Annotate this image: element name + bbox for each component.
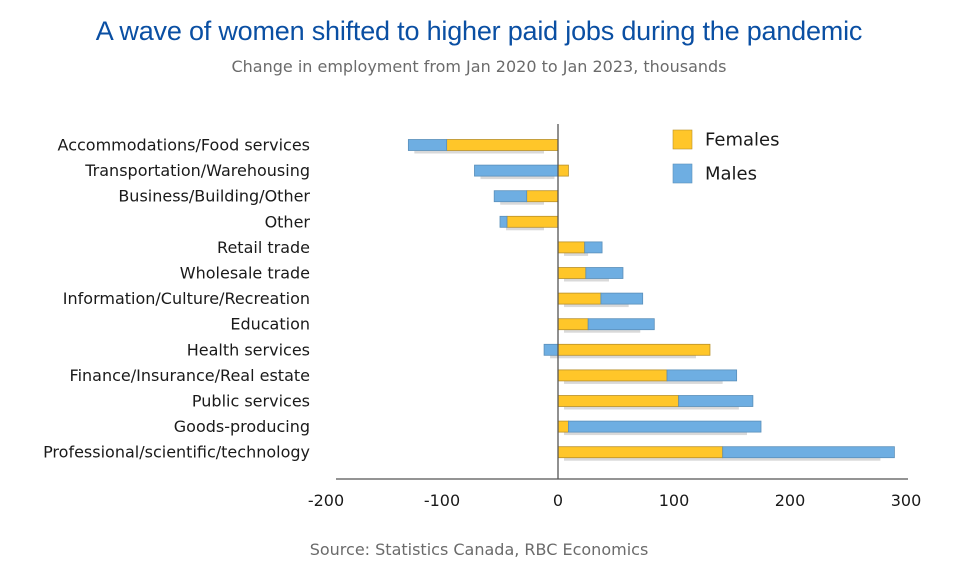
bar-females-7	[557, 318, 589, 331]
legend-label-females: Females	[705, 130, 779, 151]
bar-males-7	[587, 318, 655, 331]
bar-shadow-6	[564, 304, 629, 308]
x-tick-labels: -200 -100 0 100 200 300	[308, 491, 921, 510]
bar-males-10	[678, 395, 754, 407]
bar-shadow-12	[564, 457, 881, 461]
x-tick-label: 200	[775, 491, 806, 510]
bar-females-8	[557, 343, 711, 356]
bar-males-9	[666, 369, 738, 382]
category-label: Education	[230, 315, 310, 334]
bar-females-4	[557, 241, 586, 254]
legend: Females Males	[672, 129, 779, 185]
category-label: Public services	[192, 392, 310, 411]
bar-females-3	[506, 215, 559, 228]
chart-subtitle: Change in employment from Jan 2020 to Ja…	[231, 57, 727, 76]
bar-shadow-1	[480, 176, 555, 180]
category-labels: Accommodations/Food services Transportati…	[43, 136, 310, 462]
x-tick-label: 0	[553, 491, 563, 510]
chart-title: A wave of women shifted to higher paid j…	[95, 16, 863, 46]
bar-shadow-8	[550, 355, 696, 359]
bar-shadow-10	[564, 406, 739, 410]
bar-females-9	[557, 369, 668, 382]
category-label: Accommodations/Food services	[58, 136, 310, 155]
category-label: Wholesale trade	[180, 264, 310, 283]
category-label: Professional/scientific/technology	[43, 443, 310, 462]
bar-shadow-9	[564, 380, 723, 384]
bar-males-6	[600, 292, 644, 305]
bar-females-1	[557, 164, 569, 177]
x-tick-label: -100	[424, 491, 460, 510]
x-tick-label: 100	[659, 491, 690, 510]
bar-shadow-0	[414, 150, 544, 154]
category-label: Retail trade	[217, 238, 310, 257]
category-label: Goods-producing	[174, 417, 310, 436]
x-tick-label: 300	[891, 491, 922, 510]
bar-males-11	[568, 420, 762, 433]
bar-shadow-2	[500, 201, 544, 205]
bar-males-5	[585, 267, 624, 279]
bar-males-3	[499, 215, 508, 228]
bar-shadow-7	[564, 329, 641, 333]
bar-females-0	[446, 139, 559, 151]
category-label: Finance/Insurance/Real estate	[70, 366, 310, 385]
bars	[407, 139, 895, 459]
bar-shadow-4	[564, 252, 589, 256]
category-label: Information/Culture/Recreation	[63, 289, 310, 308]
legend-label-males: Males	[705, 164, 757, 185]
bar-males-12	[722, 446, 895, 459]
category-label: Transportation/Warehousing	[84, 161, 310, 180]
bar-males-0	[407, 139, 448, 151]
category-label: Other	[265, 212, 311, 231]
bar-males-4	[584, 241, 603, 254]
legend-swatch-females	[672, 129, 693, 150]
category-label: Business/Building/Other	[118, 187, 310, 206]
bar-shadow-3	[506, 227, 544, 231]
x-tick-label: -200	[308, 491, 344, 510]
bar-shadows	[414, 150, 881, 461]
bar-males-8	[543, 343, 559, 356]
source-note: Source: Statistics Canada, RBC Economics	[309, 540, 649, 559]
bar-females-12	[557, 446, 724, 459]
bar-shadow-11	[564, 432, 747, 436]
bar-males-1	[474, 164, 559, 177]
bar-females-5	[557, 267, 587, 279]
bar-females-10	[557, 395, 680, 407]
bar-shadow-5	[564, 278, 609, 282]
bar-females-11	[557, 420, 569, 433]
bar-females-6	[557, 292, 602, 305]
bar-females-2	[526, 190, 559, 203]
legend-swatch-males	[672, 163, 693, 184]
category-label: Health services	[187, 340, 310, 359]
bar-males-2	[493, 190, 528, 203]
